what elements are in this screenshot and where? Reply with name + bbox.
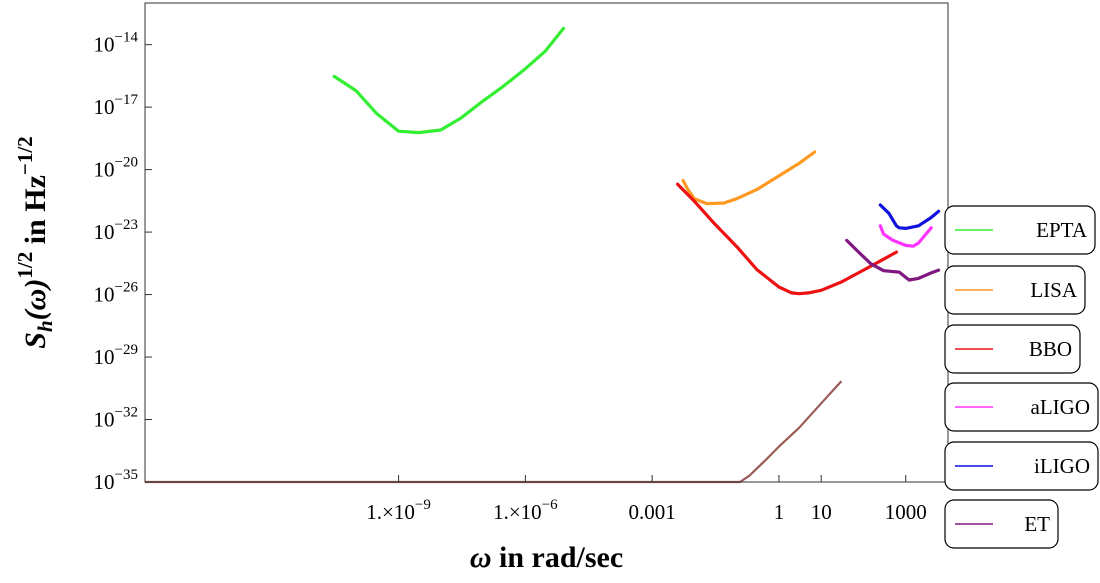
x-tick-label: 1.×10−6 (493, 497, 558, 524)
x-tick-label: 10 (811, 500, 832, 524)
y-tick-label: 10−23 (94, 217, 138, 244)
legend-item-lisa: LISA (944, 265, 1086, 315)
x-axis-title: ω in rad/sec (470, 541, 623, 574)
y-axis: 10−14 10−17 10−20 10−23 10−26 10−29 10−32 10−35 (94, 30, 152, 494)
y-tick-label: 10−29 (94, 342, 138, 369)
legend: EPTA LISA BBO aLIGO iLIGO ET (944, 205, 1099, 549)
legend-box (944, 205, 1096, 255)
x-tick-label: 0.001 (629, 500, 676, 524)
series-line-bbo (676, 182, 898, 296)
y-tick-label: 10−17 (94, 92, 139, 119)
legend-label: ET (1024, 512, 1050, 536)
legend-label: iLIGO (1034, 454, 1090, 478)
y-tick-label: 10−26 (94, 280, 139, 307)
legend-label: EPTA (1036, 218, 1088, 242)
series-line-iligo (878, 203, 941, 230)
legend-box (944, 382, 1099, 432)
legend-item-et: ET (944, 499, 1059, 549)
legend-label: BBO (1029, 337, 1072, 361)
legend-item-iligo: iLIGO (944, 441, 1099, 491)
legend-item-epta: EPTA (944, 205, 1096, 255)
low-curve-line (145, 380, 843, 484)
series-line-lisa (681, 150, 817, 206)
legend-box (944, 441, 1099, 491)
series-line-et (845, 238, 941, 282)
series-line-aligo (878, 224, 933, 248)
legend-item-aligo: aLIGO (944, 382, 1099, 432)
x-tick-label: 1 (774, 500, 785, 524)
plot-frame (144, 2, 949, 483)
x-tick-label: 1000 (885, 500, 927, 524)
series-line-epta (332, 26, 566, 135)
legend-box (944, 499, 1059, 549)
y-tick-label: 10−32 (94, 405, 138, 432)
x-tick-label: 1.×10−9 (366, 497, 431, 524)
legend-label: aLIGO (1031, 395, 1090, 419)
y-tick-label: 10−35 (94, 467, 138, 494)
y-tick-label: 10−20 (94, 155, 138, 182)
legend-label: LISA (1030, 278, 1078, 302)
x-axis: 1.×10−9 1.×10−6 0.001 1 10 1000 (366, 475, 927, 524)
legend-item-bbo: BBO (944, 324, 1081, 374)
y-axis-title: Sh(ω)1/2 in Hz−1/2 (13, 136, 57, 348)
legend-box (944, 265, 1086, 315)
curves-layer (145, 26, 941, 484)
legend-box (944, 324, 1081, 374)
y-tick-label: 10−14 (94, 30, 139, 57)
